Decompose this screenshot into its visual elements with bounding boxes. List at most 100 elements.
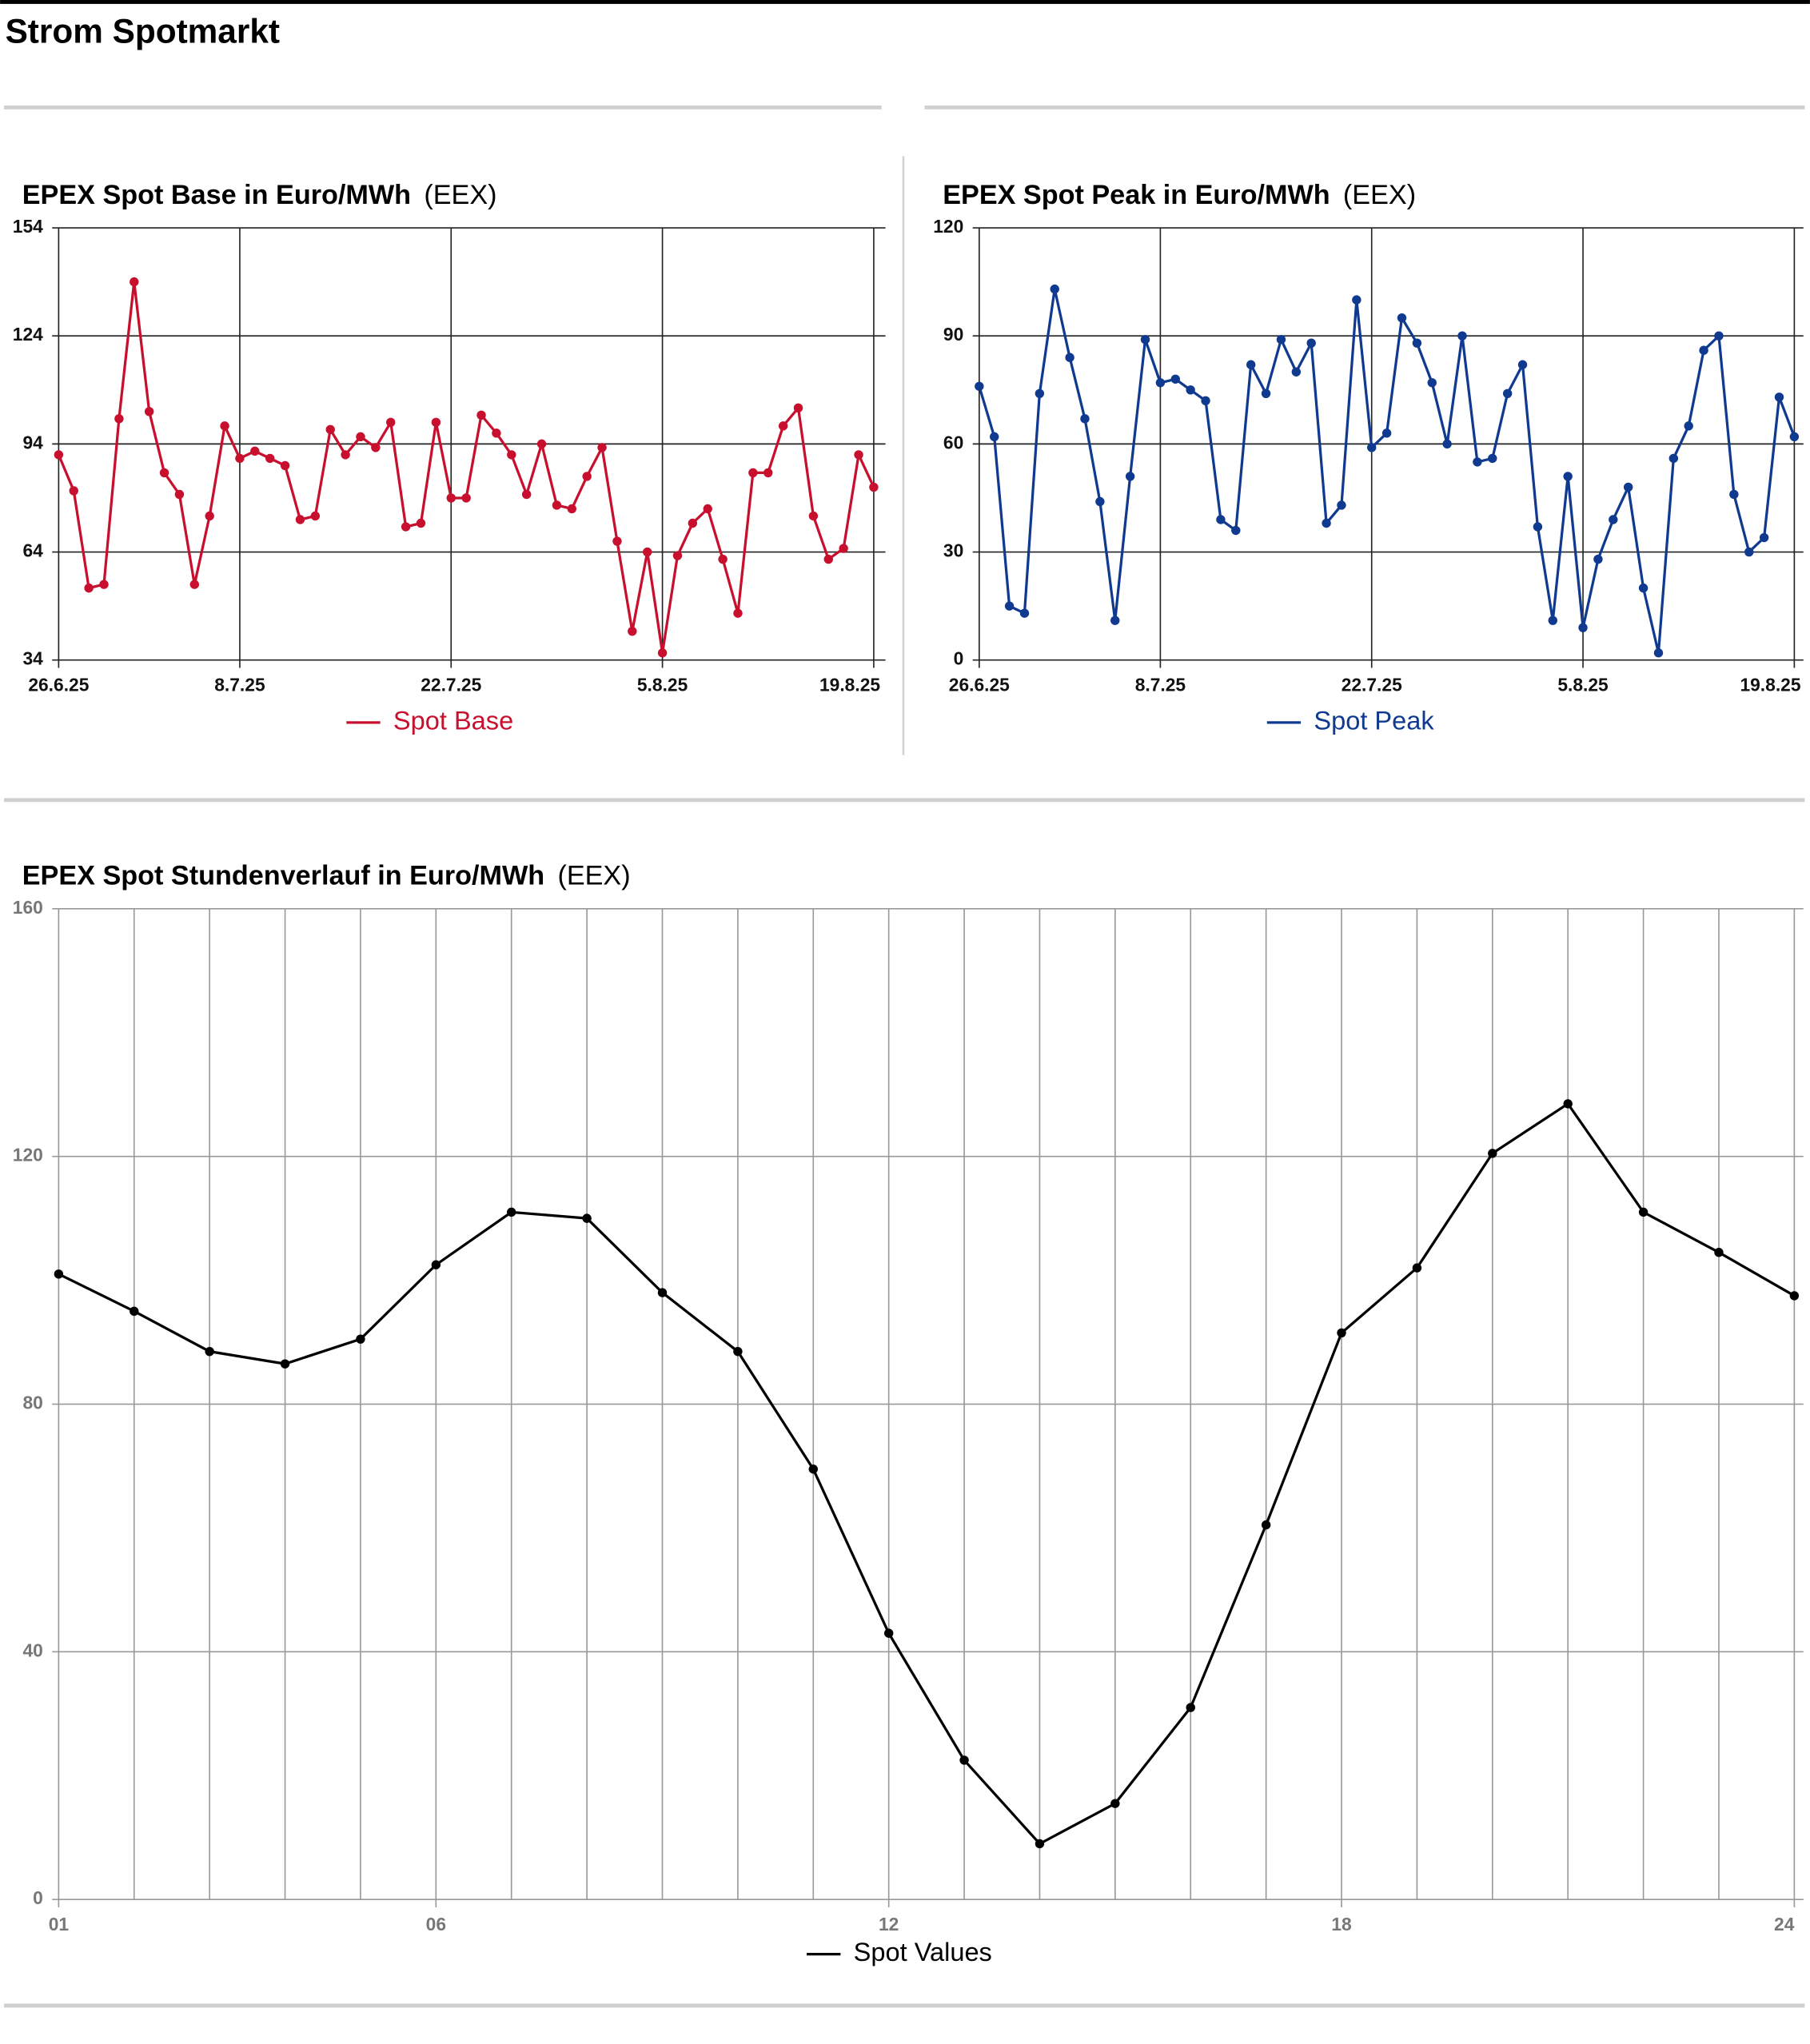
data-point (1095, 496, 1105, 507)
data-point (1019, 608, 1030, 618)
data-point (1186, 1703, 1195, 1712)
data-point (1381, 428, 1392, 438)
data-point (1186, 385, 1195, 395)
y-tick-label: 30 (943, 540, 963, 561)
data-point (1216, 515, 1226, 524)
data-point (205, 511, 214, 521)
separator (3, 798, 1805, 803)
data-point (1548, 616, 1557, 625)
data-point (144, 407, 154, 416)
data-point (1004, 601, 1015, 611)
data-point (1714, 1248, 1724, 1257)
x-tick-label: 01 (49, 1914, 70, 1934)
data-point (1080, 414, 1090, 424)
data-point (356, 432, 365, 442)
data-point (552, 500, 562, 510)
data-point (582, 472, 592, 481)
data-point (69, 486, 78, 496)
separator (924, 105, 1805, 110)
data-point (990, 432, 999, 442)
legend-label: Spot Values (854, 1938, 992, 1966)
data-point (1170, 374, 1180, 384)
data-point (1155, 378, 1166, 388)
title-text: EPEX Spot Base in Euro/MWh (22, 180, 411, 210)
data-point (657, 648, 668, 658)
data-point (763, 468, 773, 478)
x-tick-label: 06 (426, 1914, 446, 1934)
series-line (978, 289, 1796, 654)
y-tick-label: 124 (13, 324, 43, 345)
data-point (536, 439, 547, 449)
data-point (356, 1334, 365, 1344)
data-point (492, 428, 501, 438)
top-rule (0, 0, 1810, 4)
data-point (386, 417, 396, 428)
data-point (416, 518, 426, 528)
data-point (205, 1346, 214, 1357)
chart-title: EPEX Spot Base in Euro/MWh (EEX) (22, 180, 497, 210)
x-tick-label: 8.7.25 (1135, 674, 1186, 695)
y-tick-label: 40 (22, 1640, 42, 1660)
data-point (431, 417, 441, 428)
x-tick-label: 24 (1774, 1914, 1795, 1934)
series-line (58, 1102, 1796, 1846)
data-point (1563, 1099, 1573, 1109)
x-tick-label: 22.7.25 (421, 674, 481, 695)
title-text: EPEX Spot Stundenverlauf in Euro/MWh (22, 861, 544, 891)
data-point (1261, 1520, 1271, 1530)
y-tick-label: 34 (22, 648, 43, 669)
data-point (174, 489, 185, 500)
x-tick-label: 22.7.25 (1342, 674, 1402, 695)
y-tick-label: 94 (22, 432, 43, 452)
data-point (1276, 335, 1286, 345)
data-point (808, 1464, 818, 1474)
data-point (1759, 532, 1769, 543)
x-tick-label: 26.6.25 (949, 674, 1010, 695)
data-point (1110, 616, 1120, 625)
data-point (1578, 623, 1588, 632)
data-point (1246, 360, 1256, 369)
data-point (1593, 554, 1603, 564)
data-point (1533, 522, 1543, 532)
data-point (628, 626, 637, 636)
data-point (1050, 284, 1059, 294)
data-point (130, 277, 139, 287)
data-point (280, 1359, 290, 1369)
x-tick-label: 12 (879, 1914, 899, 1934)
data-point (521, 489, 532, 500)
data-point (1609, 515, 1618, 524)
y-tick-label: 154 (13, 216, 43, 237)
data-point (341, 450, 350, 460)
data-point (280, 460, 290, 471)
data-point (1789, 1291, 1800, 1301)
data-point (476, 410, 486, 420)
x-tick-label: 18 (1331, 1914, 1351, 1934)
data-point (1140, 335, 1150, 345)
data-point (401, 522, 411, 532)
data-point (130, 1306, 139, 1317)
data-point (703, 504, 712, 514)
data-point (1488, 453, 1497, 464)
y-tick-label: 60 (943, 432, 963, 452)
data-point (1502, 388, 1513, 398)
data-point (265, 453, 275, 464)
title-source: (EEX) (557, 861, 630, 891)
y-tick-label: 90 (943, 324, 963, 345)
data-point (54, 1269, 64, 1279)
data-point (1442, 439, 1452, 449)
data-point (54, 450, 64, 460)
data-point (1457, 331, 1467, 341)
legend-label: Spot Base (393, 707, 513, 735)
data-point (1638, 583, 1649, 593)
data-point (189, 580, 199, 589)
data-point (975, 381, 984, 391)
y-tick-label: 0 (954, 648, 964, 669)
data-point (883, 1628, 894, 1638)
data-point (507, 450, 516, 460)
data-point (1744, 547, 1754, 557)
data-point (1125, 472, 1135, 481)
data-point (1337, 1328, 1346, 1338)
data-point (371, 443, 381, 452)
